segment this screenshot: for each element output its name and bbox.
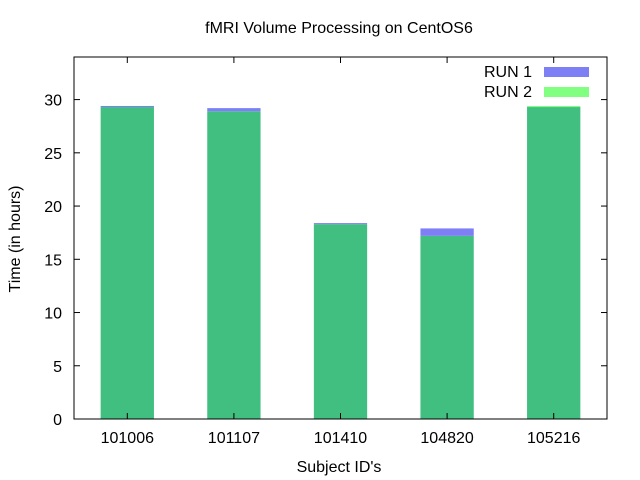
axis-ticks: 101006 101107 101410 104820 105216 0 5 10 15 20 25… bbox=[44, 57, 607, 447]
bar-overlap-101006 bbox=[100, 107, 154, 420]
y-tick-label: 15 bbox=[44, 252, 62, 269]
bars bbox=[100, 105, 581, 420]
y-tick-label: 25 bbox=[44, 146, 62, 163]
y-axis-label: Time (in hours) bbox=[7, 186, 24, 293]
legend-label: RUN 2 bbox=[484, 84, 532, 101]
legend-label: RUN 1 bbox=[484, 64, 532, 81]
bar-excess-101107 bbox=[207, 108, 261, 112]
bar-excess-101006 bbox=[100, 105, 154, 108]
x-tick-label: 101410 bbox=[314, 430, 367, 447]
legend-swatch bbox=[544, 87, 589, 97]
y-tick-label: 0 bbox=[53, 412, 62, 429]
legend-swatch bbox=[544, 67, 589, 77]
x-axis-label: Subject ID's bbox=[297, 459, 382, 476]
x-tick-label: 101006 bbox=[101, 430, 154, 447]
y-tick-label: 10 bbox=[44, 306, 62, 323]
bar-overlap-101107 bbox=[207, 111, 261, 420]
chart-title: fMRI Volume Processing on CentOS6 bbox=[205, 20, 473, 37]
y-tick-label: 5 bbox=[53, 359, 62, 376]
bar-overlap-104820 bbox=[420, 235, 474, 419]
x-tick-label: 101107 bbox=[208, 430, 260, 447]
bar-excess-101410 bbox=[313, 223, 368, 225]
x-tick-label: 104820 bbox=[420, 430, 473, 447]
legend: RUN 1 RUN 2 bbox=[484, 64, 589, 101]
bar-overlap-101410 bbox=[313, 224, 368, 419]
bar-overlap-105216 bbox=[527, 107, 581, 420]
y-tick-label: 20 bbox=[44, 199, 62, 216]
bar-excess-104820 bbox=[420, 228, 474, 236]
bar-excess-105216 bbox=[527, 105, 581, 108]
plot-frame bbox=[73, 56, 608, 420]
y-tick-label: 30 bbox=[44, 93, 62, 110]
x-tick-label: 105216 bbox=[527, 430, 580, 447]
